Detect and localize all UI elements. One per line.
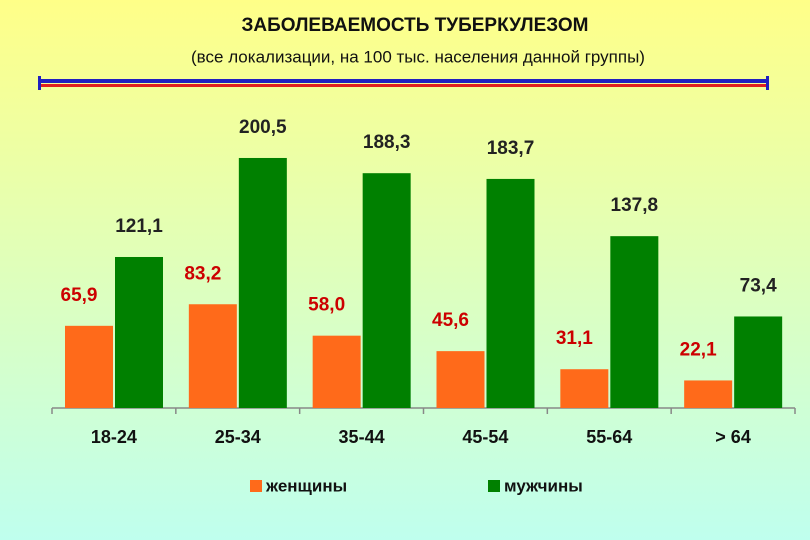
data-label: 45,6 (432, 310, 469, 331)
x-tick-label: 18-24 (91, 427, 137, 447)
legend-label: мужчины (504, 476, 583, 495)
divider-end (766, 76, 769, 90)
bar (238, 157, 287, 408)
data-label: 83,2 (184, 263, 221, 284)
data-label: 65,9 (61, 285, 98, 306)
data-label: 137,8 (611, 195, 659, 216)
data-label: 121,1 (115, 216, 163, 237)
data-label: 188,3 (363, 132, 411, 153)
chart-subtitle: (все локализации, на 100 тыс. населения … (191, 47, 645, 66)
x-tick-label: > 64 (715, 427, 751, 447)
bar (684, 380, 733, 408)
bar (560, 369, 609, 408)
bar (312, 335, 361, 408)
x-tick-label: 45-54 (462, 427, 508, 447)
x-tick-label: 35-44 (339, 427, 385, 447)
bar (610, 236, 659, 408)
divider-end (38, 76, 41, 90)
legend-swatch (250, 480, 262, 492)
bar (115, 256, 163, 408)
divider-blue (38, 79, 768, 83)
data-label: 200,5 (239, 117, 287, 138)
data-label: 58,0 (308, 295, 345, 316)
data-label: 73,4 (740, 275, 777, 296)
x-tick-label: 55-64 (586, 427, 632, 447)
data-label: 31,1 (556, 328, 593, 349)
bar (188, 304, 237, 408)
legend-label: женщины (265, 476, 347, 495)
divider (38, 76, 769, 90)
data-label: 22,1 (680, 339, 717, 360)
divider-red (38, 84, 768, 87)
legend-swatch (488, 480, 500, 492)
data-label: 183,7 (487, 138, 535, 159)
bar (436, 351, 485, 408)
bar (486, 178, 535, 408)
bar (362, 173, 411, 408)
bar (65, 325, 113, 408)
bar (734, 316, 783, 408)
chart-title: ЗАБОЛЕВАЕМОСТЬ ТУБЕРКУЛЕЗОМ (241, 15, 588, 36)
x-tick-label: 25-34 (215, 427, 261, 447)
